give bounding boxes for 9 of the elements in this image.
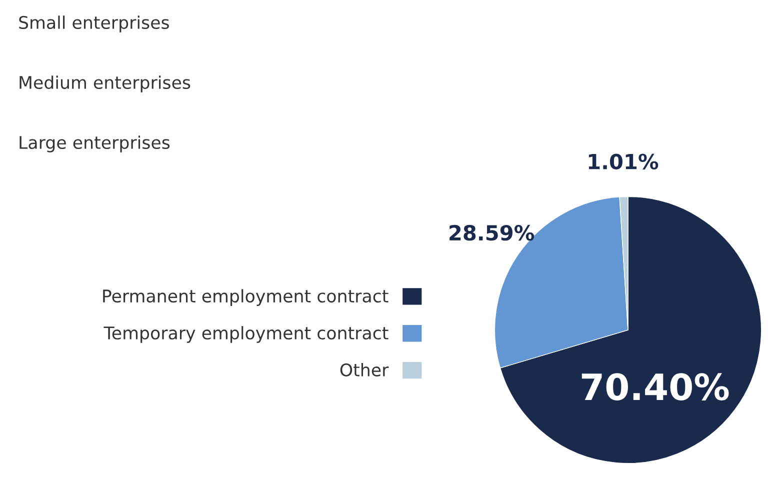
legend-label: Temporary employment contract: [104, 326, 388, 343]
text: Small enterprises: [19, 16, 169, 32]
data-label: 70.40%: [582, 373, 729, 400]
legend-label: Permanent employment contract: [103, 289, 388, 306]
legend-label: Other: [340, 363, 389, 376]
data-label: 1.01%: [588, 154, 658, 170]
text: Large enterprises: [20, 136, 170, 152]
data-label: 28.59%: [450, 224, 534, 241]
text: Medium enterprises: [20, 76, 190, 92]
